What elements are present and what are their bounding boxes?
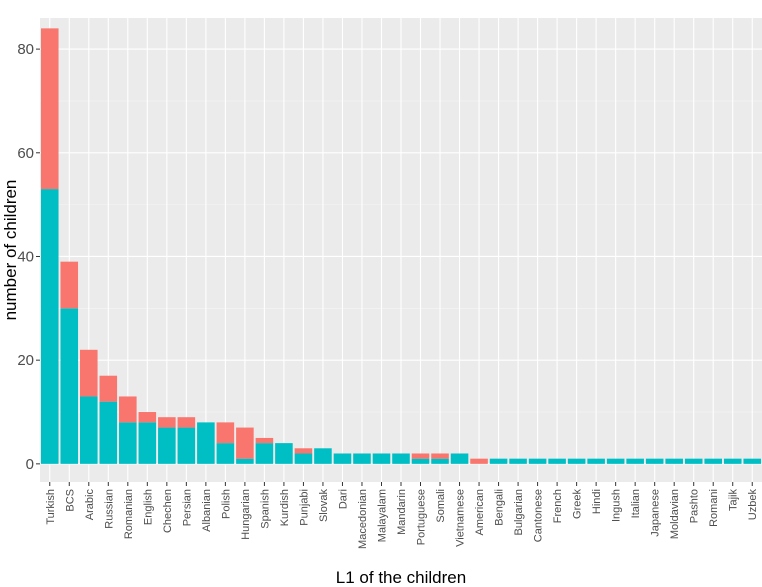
bar-vietnamese-series-1 bbox=[450, 453, 469, 464]
bar-spanish-series-2 bbox=[255, 437, 274, 444]
bar-kurdish-series-1 bbox=[275, 443, 293, 464]
x-tick-label: Hindi bbox=[591, 489, 603, 514]
x-tick-label: Kurdish bbox=[279, 489, 291, 526]
bar-hungarian-series-2 bbox=[236, 427, 254, 459]
bar-chechen-series-1 bbox=[158, 427, 176, 464]
bar-hindi-series-1 bbox=[587, 458, 605, 464]
x-tick-label: Portuguese bbox=[416, 489, 428, 545]
x-tick-label: Persian bbox=[181, 489, 193, 526]
y-tick-label: 0 bbox=[26, 456, 34, 473]
bar-bengali-series-1 bbox=[489, 458, 508, 464]
x-tick-label: Bulgarian bbox=[513, 489, 525, 535]
bar-italian-series-1 bbox=[626, 458, 644, 464]
bar-bcs-series-1 bbox=[60, 308, 79, 464]
x-tick-label: Vietnamese bbox=[455, 489, 467, 547]
bar-greek-series-1 bbox=[567, 458, 586, 464]
bar-mandarin-series-1 bbox=[392, 453, 410, 464]
bar-hungarian-series-1 bbox=[236, 458, 254, 464]
bar-arabic-series-2 bbox=[80, 349, 98, 397]
x-tick-label: Turkish bbox=[45, 489, 57, 525]
x-tick-label: English bbox=[142, 489, 154, 525]
x-tick-label: Ingush bbox=[611, 489, 623, 522]
y-tick-label: 40 bbox=[17, 248, 34, 265]
x-tick-label: American bbox=[474, 489, 486, 535]
bar-romani-series-1 bbox=[704, 458, 722, 464]
bar-chechen-series-2 bbox=[158, 417, 176, 428]
x-tick-label: Spanish bbox=[259, 489, 271, 529]
bar-russian-series-1 bbox=[99, 401, 118, 464]
bar-albanian-series-1 bbox=[197, 422, 215, 464]
x-tick-label: Albanian bbox=[201, 489, 213, 532]
bar-moldavian-series-1 bbox=[665, 458, 683, 464]
bar-english-series-1 bbox=[138, 422, 157, 464]
bar-turkish-series-1 bbox=[40, 189, 59, 464]
x-axis-title: L1 of the children bbox=[336, 568, 466, 587]
x-tick-label: Tajik bbox=[728, 489, 740, 512]
y-axis-title: number of children bbox=[1, 180, 20, 321]
bar-punjabi-series-2 bbox=[294, 448, 313, 454]
bar-french-series-1 bbox=[548, 458, 566, 464]
x-tick-label: Slovak bbox=[318, 489, 330, 523]
bar-uzbek-series-1 bbox=[743, 458, 762, 464]
x-tick-label: BCS bbox=[64, 489, 76, 512]
bar-american-series-2 bbox=[470, 458, 488, 464]
x-tick-label: Arabic bbox=[84, 489, 96, 521]
x-tick-label: Romanian bbox=[123, 489, 135, 539]
bar-malayalam-series-1 bbox=[372, 453, 391, 464]
x-tick-label: Moldavian bbox=[669, 489, 681, 539]
x-tick-label: Russian bbox=[103, 489, 115, 529]
x-tick-label: Macedonian bbox=[357, 489, 369, 549]
bar-polish-series-2 bbox=[216, 422, 235, 444]
x-tick-label: Uzbek bbox=[747, 489, 759, 521]
y-tick-label: 60 bbox=[17, 145, 34, 162]
x-tick-label: Hungarian bbox=[240, 489, 252, 540]
bar-persian-series-2 bbox=[177, 417, 196, 428]
bar-tajik-series-1 bbox=[723, 458, 742, 464]
bar-somali-series-2 bbox=[431, 453, 449, 459]
bar-arabic-series-1 bbox=[80, 396, 98, 464]
x-tick-label: Japanese bbox=[650, 489, 662, 537]
bars bbox=[40, 28, 762, 464]
x-tick-label: Cantonese bbox=[533, 489, 545, 542]
y-tick-label: 80 bbox=[17, 41, 34, 58]
y-tick-label: 20 bbox=[17, 352, 34, 369]
bar-cantonese-series-1 bbox=[528, 458, 547, 464]
x-tick-label: Dari bbox=[337, 489, 349, 509]
bar-spanish-series-1 bbox=[255, 443, 274, 464]
x-tick-label: Malayalam bbox=[376, 489, 388, 542]
bar-pashto-series-1 bbox=[684, 458, 703, 464]
bar-bcs-series-2 bbox=[60, 261, 79, 309]
x-tick-label: Punjabi bbox=[298, 489, 310, 526]
bar-portuguese-series-1 bbox=[411, 458, 430, 464]
bar-slovak-series-1 bbox=[314, 448, 332, 464]
x-tick-label: Romani bbox=[708, 489, 720, 527]
x-axis-ticks: Turkish BCS Arabic Russian Romanian English Ch… bbox=[45, 482, 759, 549]
bar-ingush-series-1 bbox=[606, 458, 625, 464]
x-tick-label: Mandarin bbox=[396, 489, 408, 535]
x-tick-label: French bbox=[552, 489, 564, 523]
bar-dari-series-1 bbox=[333, 453, 352, 464]
bar-punjabi-series-1 bbox=[294, 453, 313, 464]
x-tick-label: Italian bbox=[630, 489, 642, 518]
bar-polish-series-1 bbox=[216, 443, 235, 464]
x-tick-label: Greek bbox=[572, 489, 584, 519]
bar-romanian-series-1 bbox=[119, 422, 137, 464]
y-axis-ticks: 0 20 40 60 80 bbox=[17, 41, 40, 473]
bar-bulgarian-series-1 bbox=[509, 458, 527, 464]
x-tick-label: Bengali bbox=[494, 489, 506, 526]
bar-japanese-series-1 bbox=[645, 458, 664, 464]
bar-macedonian-series-1 bbox=[353, 453, 371, 464]
x-tick-label: Polish bbox=[220, 489, 232, 519]
bar-english-series-2 bbox=[138, 412, 157, 423]
bar-persian-series-1 bbox=[177, 427, 196, 464]
bar-portuguese-series-2 bbox=[411, 453, 430, 459]
x-tick-label: Chechen bbox=[162, 489, 174, 533]
bar-turkish-series-2 bbox=[40, 28, 59, 190]
x-tick-label: Pashto bbox=[689, 489, 701, 523]
bar-somali-series-1 bbox=[431, 458, 449, 464]
x-tick-label: Somali bbox=[435, 489, 447, 523]
bar-russian-series-2 bbox=[99, 375, 118, 402]
bar-romanian-series-2 bbox=[119, 396, 137, 423]
